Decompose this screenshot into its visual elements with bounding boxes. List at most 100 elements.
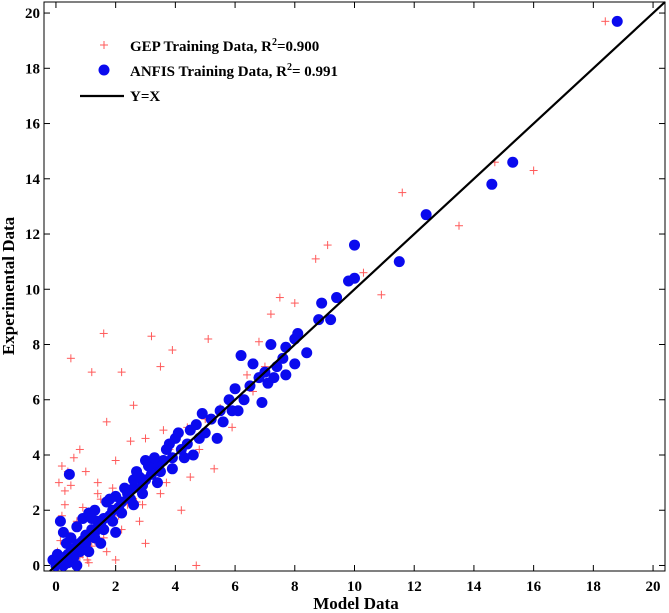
legend: GEP Training Data, R2=0.900 ANFIS Traini…: [80, 37, 338, 105]
anfis-point: [301, 347, 313, 359]
y-tick-label: 18: [25, 61, 40, 77]
gep-point: [135, 517, 144, 526]
gep-point: [454, 221, 463, 230]
anfis-point: [178, 452, 190, 464]
gep-point: [159, 426, 168, 435]
anfis-point: [71, 559, 83, 571]
anfis-point: [316, 297, 328, 309]
anfis-point: [420, 209, 432, 221]
anfis-point: [280, 369, 292, 381]
y-tick-label: 8: [33, 338, 41, 354]
gep-point: [129, 401, 138, 410]
x-tick-label: 4: [172, 579, 180, 595]
anfis-point: [151, 477, 163, 489]
gep-point: [601, 17, 610, 26]
anfis-point: [107, 515, 119, 527]
gep-point: [75, 445, 84, 454]
gep-point: [66, 354, 75, 363]
gep-point: [156, 489, 165, 498]
gep-point: [99, 329, 108, 338]
anfis-point: [393, 256, 405, 268]
anfis-point: [262, 377, 274, 389]
y-tick-label: 6: [33, 393, 41, 409]
anfis-point: [611, 15, 623, 27]
y-tick-label: 2: [33, 503, 41, 519]
gep-point: [266, 310, 275, 319]
anfis-point: [119, 482, 131, 494]
x-tick-label: 18: [586, 579, 601, 595]
anfis-point: [190, 419, 202, 431]
anfis-point: [47, 554, 59, 566]
legend-gep-label: GEP Training Data, R2=0.900: [130, 37, 319, 55]
anfis-point: [71, 521, 83, 533]
anfis-point: [289, 358, 301, 370]
legend-anfis-label: ANFIS Training Data, R2= 0.991: [130, 62, 338, 80]
y-tick-label: 20: [25, 6, 40, 22]
anfis-point: [486, 178, 498, 190]
x-axis-label: Model Data: [313, 594, 399, 613]
anfis-point: [289, 333, 301, 345]
gep-point: [54, 478, 63, 487]
anfis-point: [89, 504, 101, 516]
gep-point: [69, 453, 78, 462]
gep-point: [529, 166, 538, 175]
anfis-point: [98, 524, 110, 536]
gep-point: [156, 362, 165, 371]
gep-point: [60, 486, 69, 495]
y-tick-label: 0: [33, 558, 41, 574]
gep-point: [243, 370, 252, 379]
gep-point: [111, 456, 120, 465]
gep-point: [111, 555, 120, 564]
anfis-point: [104, 493, 116, 505]
anfis-point: [205, 413, 217, 425]
x-tick-label: 2: [112, 579, 120, 595]
x-tick-label: 0: [52, 579, 60, 595]
gep-point: [195, 445, 204, 454]
gep-point: [377, 290, 386, 299]
gep-point: [210, 464, 219, 473]
anfis-point: [280, 341, 292, 353]
gep-point: [108, 484, 117, 493]
gep-point: [147, 332, 156, 341]
legend-gep-marker: [100, 41, 108, 49]
x-tick-label: 12: [407, 579, 422, 595]
gep-point: [126, 437, 135, 446]
gep-point: [57, 462, 66, 471]
gep-point: [311, 254, 320, 263]
anfis-point: [60, 537, 72, 549]
gep-point: [323, 241, 332, 250]
x-tick-label: 14: [466, 579, 482, 595]
anfis-point: [187, 449, 199, 461]
anfis-point: [238, 394, 250, 406]
anfis-point: [313, 314, 325, 326]
legend-anfis-marker: [98, 64, 110, 76]
x-tick-label: 20: [646, 579, 661, 595]
anfis-point: [507, 156, 519, 168]
anfis-point: [116, 507, 128, 519]
anfis-point: [193, 432, 205, 444]
axis-ticks: 0 2 4 6 8 10 12 14 16 18 20 0 2 4 6 8 10 12 14 16 18 20: [25, 2, 665, 595]
anfis-point: [131, 466, 143, 478]
x-tick-label: 16: [526, 579, 542, 595]
anfis-point: [265, 339, 277, 351]
anfis-point: [63, 468, 75, 480]
y-tick-label: 16: [25, 117, 41, 133]
gep-point: [138, 500, 147, 509]
gep-point: [66, 481, 75, 490]
gep-point: [254, 337, 263, 346]
anfis-point: [232, 405, 244, 417]
gep-point: [204, 334, 213, 343]
anfis-point: [172, 427, 184, 439]
gep-point: [83, 555, 92, 564]
anfis-point: [137, 488, 149, 500]
anfis-point: [54, 515, 66, 527]
anfis-point: [256, 397, 268, 409]
anfis-point: [83, 546, 95, 558]
gep-point: [60, 500, 69, 509]
anfis-point: [271, 361, 283, 373]
gep-point: [398, 188, 407, 197]
anfis-point: [196, 408, 208, 420]
anfis-point: [154, 466, 166, 478]
gep-point: [275, 293, 284, 302]
